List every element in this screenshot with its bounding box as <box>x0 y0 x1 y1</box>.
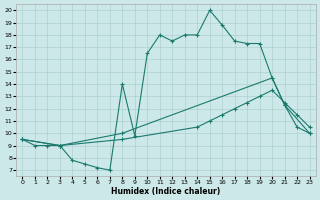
X-axis label: Humidex (Indice chaleur): Humidex (Indice chaleur) <box>111 187 221 196</box>
